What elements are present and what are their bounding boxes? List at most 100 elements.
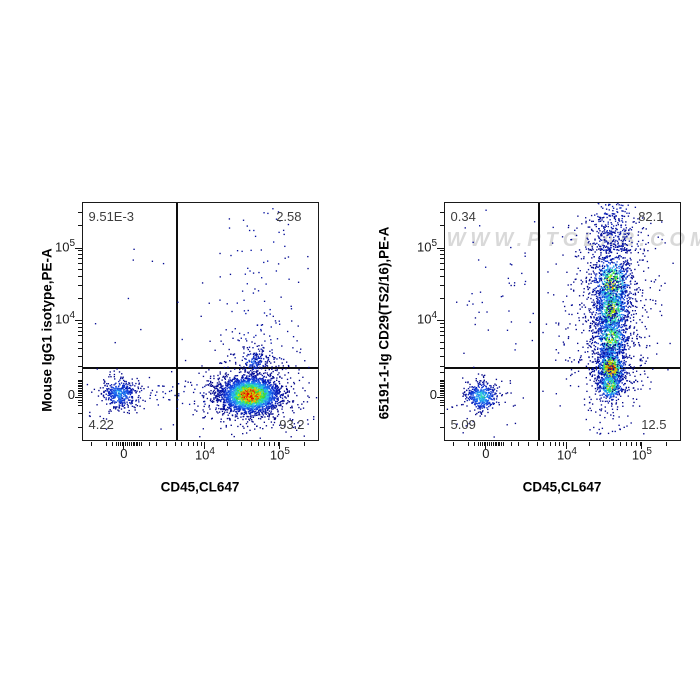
x-minor-tick (467, 442, 469, 446)
x-minor-tick (494, 442, 496, 446)
x-minor-tick (639, 442, 641, 446)
cd29-x-axis-title: CD45,CL647 (522, 479, 602, 495)
x-minor-tick (511, 442, 512, 446)
x-major-tick (485, 442, 487, 449)
x-minor-tick (130, 442, 132, 446)
x-minor-tick (620, 442, 622, 446)
x-major-tick (204, 442, 206, 449)
x-minor-tick (119, 442, 121, 446)
x-minor-tick (536, 442, 538, 446)
x-minor-tick (474, 442, 476, 446)
x-minor-tick (492, 442, 494, 446)
x-tick-label: 104 (194, 446, 215, 463)
quadrant-stat-lower-right: 93.2 (279, 416, 305, 432)
x-minor-tick (517, 442, 519, 446)
x-minor-tick (666, 442, 668, 446)
x-minor-tick (612, 442, 614, 446)
x-minor-tick (155, 442, 157, 446)
x-minor-tick (489, 442, 491, 446)
x-minor-tick (174, 442, 176, 446)
x-minor-tick (180, 442, 182, 446)
x-minor-tick (478, 442, 480, 446)
x-minor-tick (112, 442, 114, 446)
x-minor-tick (269, 442, 271, 446)
quadrant-stat-upper-left: 9.51E-3 (88, 208, 135, 224)
x-minor-tick (138, 442, 140, 446)
x-minor-tick (631, 442, 633, 446)
x-tick-label: 104 (556, 446, 577, 463)
x-tick-label: 105 (269, 446, 290, 463)
x-major-tick (123, 442, 125, 449)
x-minor-tick (264, 442, 266, 446)
x-minor-tick (479, 442, 481, 446)
x-minor-tick (125, 442, 127, 446)
x-minor-tick (117, 442, 119, 446)
x-minor-tick (528, 442, 530, 446)
isotype-x-axis-title: CD45,CL647 (160, 479, 240, 495)
x-tick-label: 0 (482, 446, 490, 461)
x-minor-tick (240, 442, 242, 446)
cd29-plot-frame: 0.34 82.1 5.09 12.5 (443, 201, 681, 441)
isotype-plot: 9.51E-3 2.58 4.22 93.2 0 104 105 0 104 105 (55, 201, 320, 461)
x-minor-tick (562, 442, 564, 446)
x-minor-tick (554, 442, 556, 446)
x-minor-tick (250, 442, 252, 446)
cd29-scatter-canvas (444, 202, 680, 440)
x-minor-tick (135, 442, 137, 446)
x-minor-tick (558, 442, 560, 446)
x-major-tick (279, 442, 281, 449)
x-minor-tick (134, 442, 136, 446)
x-major-tick (641, 442, 643, 449)
x-minor-tick (121, 442, 123, 446)
x-minor-tick (105, 442, 107, 446)
x-minor-tick (500, 442, 502, 446)
x-minor-tick (499, 442, 501, 446)
quadrant-stat-upper-left: 0.34 (450, 208, 476, 224)
x-minor-tick (487, 442, 489, 446)
x-minor-tick (137, 442, 139, 446)
quadrant-stat-upper-right: 2.58 (276, 208, 302, 224)
x-minor-tick (453, 442, 455, 446)
x-minor-tick (304, 442, 306, 446)
x-minor-tick (626, 442, 628, 446)
x-minor-tick (542, 442, 544, 446)
x-minor-tick (602, 442, 604, 446)
x-minor-tick (200, 442, 202, 446)
x-minor-tick (187, 442, 189, 446)
x-minor-tick (497, 442, 499, 446)
cd29-y-axis-title: 65191-1-Ig CD29(TS2/16),PE-A (376, 226, 392, 420)
x-minor-tick (192, 442, 194, 446)
x-minor-tick (481, 442, 483, 446)
cd29-plot: WWW.PTGLAB.COM 0.34 82.1 5.09 12.5 01041… (417, 201, 700, 461)
isotype-scatter-canvas (82, 202, 318, 440)
isotype-y-axis-title: Mouse IgG1 isotype,PE-A (39, 248, 55, 412)
x-minor-tick (483, 442, 485, 446)
x-minor-tick (132, 442, 134, 446)
x-minor-tick (273, 442, 275, 446)
x-minor-tick (140, 442, 142, 446)
x-minor-tick (258, 442, 260, 446)
x-minor-tick (227, 442, 229, 446)
x-minor-tick (196, 442, 198, 446)
x-major-tick (566, 442, 568, 449)
x-minor-tick (127, 442, 129, 446)
x-minor-tick (635, 442, 637, 446)
x-minor-tick (496, 442, 498, 446)
quadrant-stat-lower-right: 12.5 (641, 416, 667, 432)
x-minor-tick (277, 442, 279, 446)
x-tick-label: 0 (120, 446, 128, 461)
quadrant-stat-upper-right: 82.1 (638, 208, 664, 224)
x-minor-tick (502, 442, 504, 446)
x-minor-tick (149, 442, 150, 446)
x-minor-tick (116, 442, 118, 446)
isotype-plot-frame: 9.51E-3 2.58 4.22 93.2 (81, 201, 319, 441)
x-minor-tick (129, 442, 131, 446)
quadrant-stat-lower-left: 4.22 (88, 416, 114, 432)
x-tick-label: 105 (631, 446, 652, 463)
quadrant-stat-lower-left: 5.09 (450, 416, 476, 432)
x-minor-tick (549, 442, 551, 446)
x-minor-tick (491, 442, 493, 446)
x-minor-tick (589, 442, 591, 446)
x-minor-tick (91, 442, 93, 446)
